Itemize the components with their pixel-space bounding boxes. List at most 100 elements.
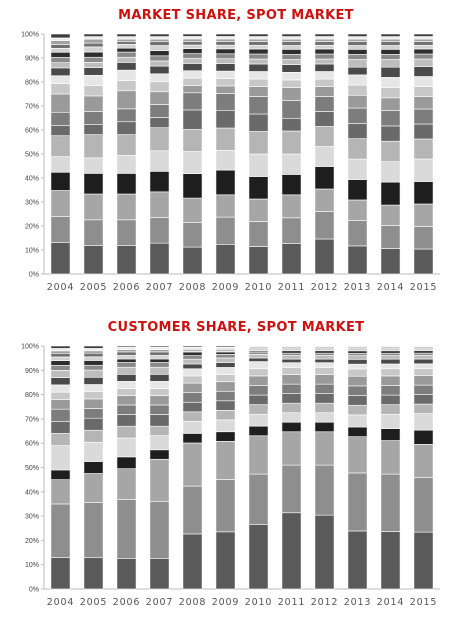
bar-segment — [50, 352, 71, 358]
stacked-bar — [380, 345, 401, 590]
bar-segment — [149, 449, 170, 460]
bar-segment — [314, 374, 335, 385]
stacked-bar — [149, 345, 170, 590]
bar-segment — [50, 345, 71, 349]
bar-segment — [83, 441, 104, 462]
bar-segment — [380, 352, 401, 356]
bar-segment — [116, 33, 137, 37]
y-tick-label: 80% — [25, 392, 39, 399]
bar-segment — [347, 363, 368, 370]
bar-segment — [248, 345, 269, 348]
bar-segment — [248, 357, 269, 362]
bar-segment — [281, 352, 302, 356]
bar-segment — [281, 402, 302, 414]
bar-segment — [248, 413, 269, 427]
bar-segment — [413, 350, 434, 354]
bar-segment — [347, 352, 368, 356]
y-tick-label: 40% — [25, 176, 39, 183]
bar-segment — [281, 362, 302, 368]
bar-segment — [182, 351, 203, 356]
market-share-chart: MARKET SHARE, SPOT MARKET 0% 10% 20% 30% 40%… — [0, 0, 472, 300]
bar-segment — [248, 425, 269, 437]
bar-segment — [215, 531, 236, 590]
customer-share-title: CUSTOMER SHARE, SPOT MARKET — [107, 320, 365, 335]
bar-segment — [347, 436, 368, 474]
y-tick-label: 90% — [25, 368, 39, 375]
bar-segment — [347, 345, 368, 348]
x-tick-label: 2015 — [410, 282, 437, 293]
bar-segment — [116, 499, 137, 559]
bar-segment — [248, 524, 269, 590]
bar-segment — [116, 362, 137, 368]
bar-segment — [347, 33, 368, 37]
bar-segment — [116, 345, 137, 348]
bar-segment — [413, 368, 434, 376]
bar-segment — [149, 404, 170, 415]
bar-segment — [149, 388, 170, 396]
stacked-bar — [413, 345, 434, 590]
bar-segment — [116, 468, 137, 500]
x-tick-label: 2004 — [47, 597, 74, 608]
x-tick-label: 2011 — [278, 282, 305, 293]
y-tick-label: 70% — [25, 104, 39, 111]
bar-segment — [347, 395, 368, 406]
bar-segment — [248, 385, 269, 396]
bar-segment — [50, 33, 71, 39]
bar-segment — [182, 533, 203, 590]
bar-segment — [83, 376, 104, 385]
bar-segment — [182, 485, 203, 535]
bar-segment — [281, 431, 302, 466]
x-tick-label: 2010 — [245, 282, 272, 293]
bar-segment — [380, 375, 401, 386]
bar-segment — [281, 512, 302, 590]
bar-segment — [413, 355, 434, 360]
bar-segment — [314, 358, 335, 363]
bar-segment — [83, 350, 104, 354]
bar-segment — [314, 514, 335, 590]
y-tick-label: 100% — [21, 32, 39, 39]
bar-segment — [50, 350, 71, 354]
bar-segment — [182, 442, 203, 487]
x-tick-label: 2014 — [377, 597, 404, 608]
x-tick-label: 2009 — [212, 282, 239, 293]
bar-segment — [347, 530, 368, 590]
bar-segment — [149, 458, 170, 503]
bar-segment — [83, 461, 104, 474]
bar-segment — [248, 394, 269, 405]
bar-segment — [149, 374, 170, 382]
bar-segment — [83, 356, 104, 361]
bar-segment — [215, 410, 236, 421]
y-tick-label: 0% — [29, 587, 39, 594]
bar-segment — [83, 348, 104, 352]
bar-segment — [413, 477, 434, 533]
x-tick-label: 2005 — [80, 597, 107, 608]
bar-segment — [116, 349, 137, 353]
stacked-bar — [281, 345, 302, 590]
bar-segment — [50, 479, 71, 505]
stacked-bar — [248, 33, 269, 275]
bar-segment — [50, 348, 71, 352]
x-tick-label: 2012 — [311, 282, 338, 293]
bar-segment — [182, 345, 203, 348]
bar-segment — [215, 390, 236, 402]
bar-segment — [182, 375, 203, 384]
bar-segment — [149, 355, 170, 360]
x-tick-label: 2007 — [146, 597, 173, 608]
bar-segment — [149, 435, 170, 451]
bar-segment — [413, 413, 434, 431]
bar-segment — [413, 444, 434, 478]
bar-segment — [149, 358, 170, 363]
stacked-bar — [116, 345, 137, 590]
bar-segment — [116, 558, 137, 590]
bar-segment — [347, 414, 368, 428]
bar-segment — [149, 558, 170, 590]
bar-segment — [50, 503, 71, 558]
bar-segment — [413, 33, 434, 37]
x-tick-label: 2004 — [47, 282, 74, 293]
bar-segment — [116, 456, 137, 469]
bar-segment — [281, 33, 302, 37]
bar-segment — [83, 369, 104, 378]
bar-segment — [380, 350, 401, 354]
bar-segment — [413, 429, 434, 445]
bar-segment — [380, 413, 401, 429]
